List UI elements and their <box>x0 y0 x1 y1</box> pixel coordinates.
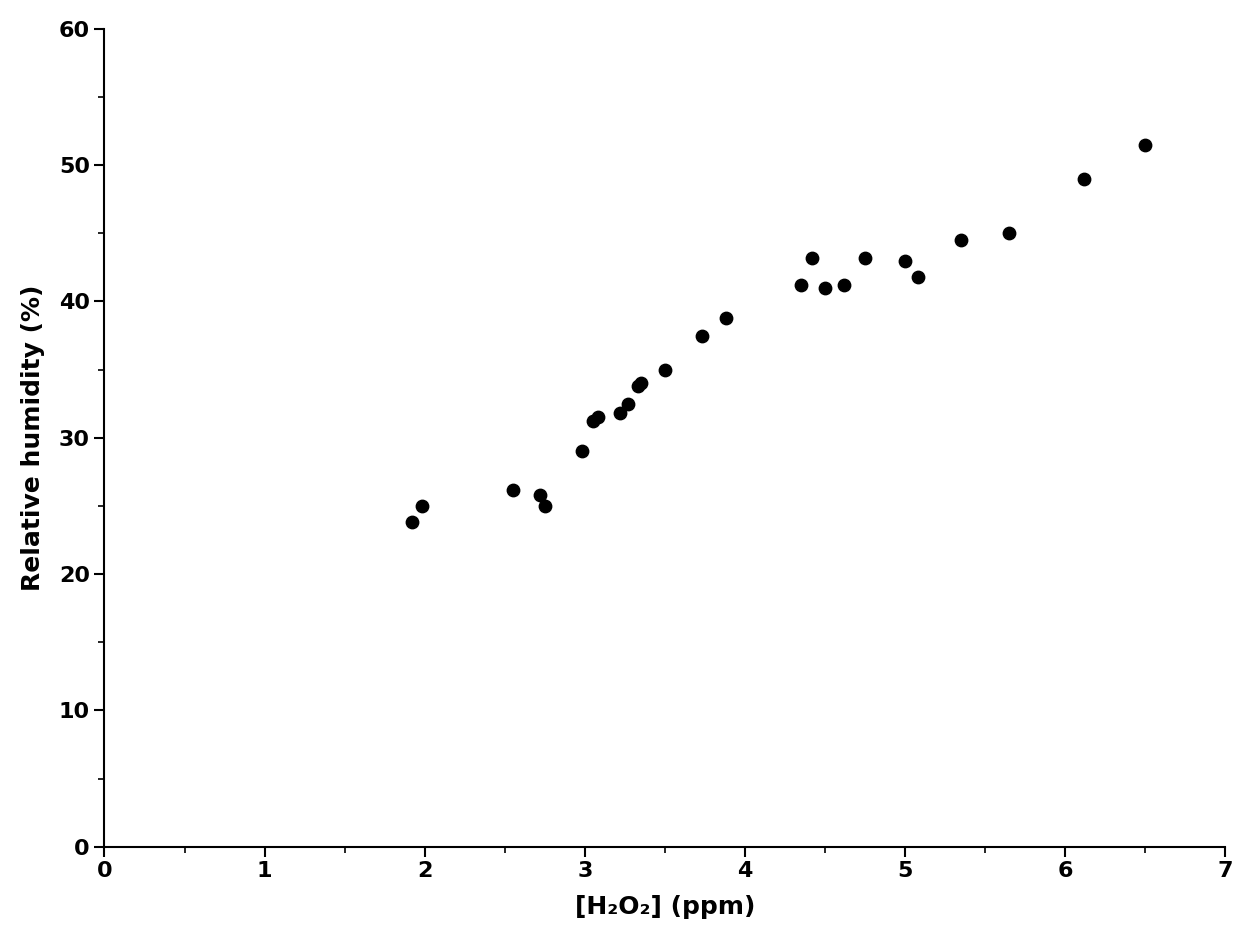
Point <box>503 482 523 497</box>
Point <box>1135 137 1155 152</box>
Point <box>583 414 603 429</box>
Point <box>999 226 1020 241</box>
Point <box>1075 171 1095 186</box>
Point <box>791 277 811 292</box>
Point <box>895 253 915 268</box>
Point <box>716 310 736 325</box>
Point <box>631 376 651 391</box>
Point <box>951 232 971 247</box>
Point <box>411 498 431 513</box>
Y-axis label: Relative humidity (%): Relative humidity (%) <box>21 285 45 591</box>
Point <box>609 406 630 421</box>
Point <box>628 379 648 394</box>
Point <box>655 362 675 377</box>
Point <box>534 498 554 513</box>
Point <box>401 515 421 530</box>
Point <box>834 277 854 292</box>
Point <box>855 250 875 265</box>
Point <box>588 410 608 425</box>
Point <box>908 270 928 285</box>
Point <box>803 250 823 265</box>
Point <box>572 444 592 459</box>
Point <box>618 396 638 411</box>
Point <box>815 280 835 295</box>
Point <box>692 328 712 343</box>
X-axis label: [H₂O₂] (ppm): [H₂O₂] (ppm) <box>574 895 755 919</box>
Point <box>530 488 551 503</box>
